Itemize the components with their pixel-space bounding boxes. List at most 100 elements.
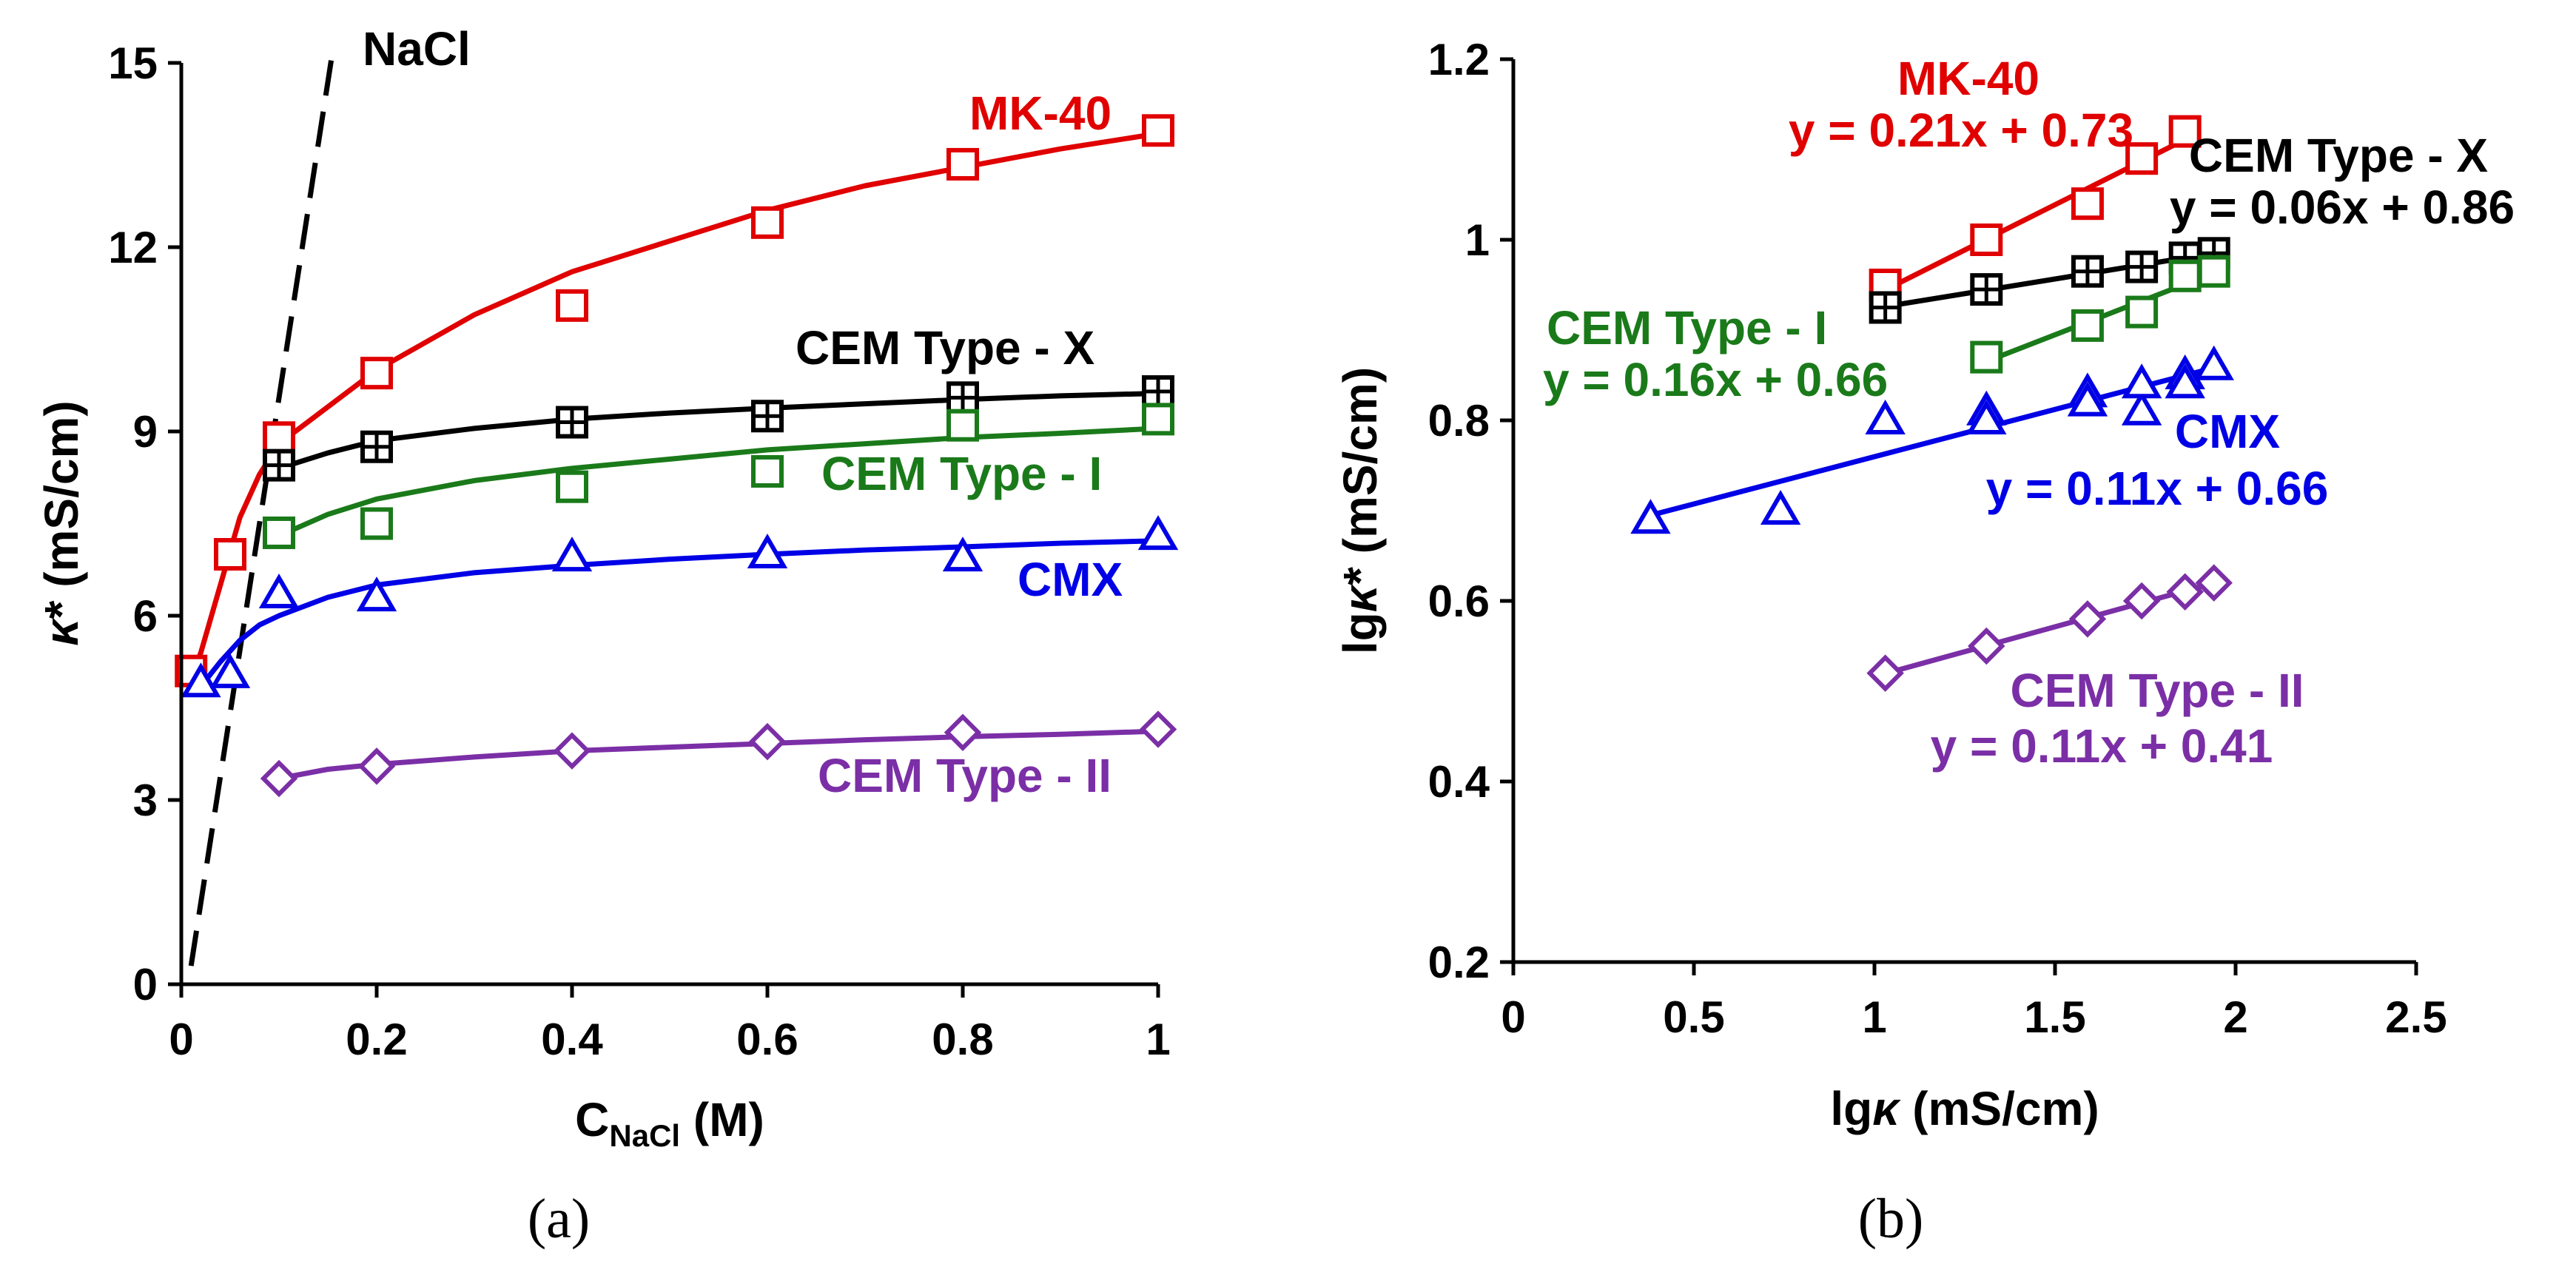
panel-b-point-cem-type-i xyxy=(2168,259,2202,292)
panel-b-y-tick-label: 1 xyxy=(1465,215,1490,265)
panel-b-point-cem-type-i xyxy=(2125,295,2159,329)
panel-a-point-mk-40 xyxy=(214,538,246,571)
panel-a-point-cem-type-x xyxy=(263,448,295,482)
panel-a-x-tick-label: 0.4 xyxy=(541,1015,603,1064)
panel-a-point-cmx xyxy=(258,573,300,608)
panel-a-point-cem-type-i xyxy=(263,516,295,549)
panel-a-point-cem-type-ii xyxy=(748,722,787,761)
panel-a-point-cem-type-ii xyxy=(357,747,396,785)
panel-a-point-cem-type-x xyxy=(946,381,979,414)
panel-b-fit-line-cem-type-ii xyxy=(1883,579,2221,676)
panel-b-point-cmx xyxy=(1630,499,1671,534)
label-cem-i-b: CEM Type - I xyxy=(1547,301,1827,354)
panel-a-point-cem-type-x xyxy=(751,400,784,433)
panel-b: 0 0.5 1 1.5 2 2.5 0.2 0.4 0.6 0.8 1 1.2 lgκ (mS/cm)… xyxy=(1334,35,2515,1250)
panel-a-y-tick-label: 3 xyxy=(133,776,158,825)
panel-b-point-cmx xyxy=(2067,381,2108,417)
panel-a-point-mk-40 xyxy=(360,357,393,390)
panel-b-fit-line-cmx xyxy=(1647,364,2221,518)
panel-b-point-cmx xyxy=(1760,490,1801,525)
panel-a-point-cmx xyxy=(942,537,983,572)
panel-a-fit-line-cem-type-i xyxy=(276,426,1161,539)
panel-b-y-tick-label: 0.8 xyxy=(1428,396,1490,446)
panel-b-point-cem-type-i xyxy=(1970,340,2003,374)
panel-a-axes xyxy=(179,63,1158,986)
panel-b-point-cmx xyxy=(2193,345,2234,380)
panel-b-x-tick-label: 0.5 xyxy=(1663,992,1724,1042)
panel-a-point-mk-40 xyxy=(751,206,784,239)
panel-b-y-axis-label: lgκ* (mS/cm) xyxy=(1334,367,1387,654)
panel-a-point-mk-40 xyxy=(556,289,588,322)
panel-b-point-cem-type-x xyxy=(1869,291,1902,324)
panel-a-fit-line-cmx xyxy=(198,538,1161,689)
panel-a-point-cem-type-x xyxy=(360,430,393,463)
panel-a-y-tick-label: 15 xyxy=(108,38,158,88)
panel-b-point-mk-40 xyxy=(2125,142,2159,175)
label-cem-x-b: CEM Type - X xyxy=(2189,129,2489,182)
panel-a-point-cem-type-ii xyxy=(260,759,298,798)
panel-b-point-cmx xyxy=(2121,390,2162,426)
panel-a-y-tick-label: 12 xyxy=(108,223,158,272)
panel-b-x-tick-label: 0 xyxy=(1501,992,1525,1042)
panel-b-point-cem-type-x xyxy=(2125,250,2159,283)
label-mk40-b: MK-40 xyxy=(1897,52,2039,105)
panel-b-y-tick-label: 1.2 xyxy=(1428,35,1490,84)
label-cem-ii-a: CEM Type - II xyxy=(818,749,1112,802)
panel-a-point-cem-type-ii xyxy=(553,732,591,770)
panel-a-point-cem-type-i xyxy=(751,454,784,488)
panel-a-point-cmx xyxy=(1137,515,1179,551)
panel-a-ticks: 0 0.2 0.4 0.6 0.8 1 0 3 6 9 12 15 xyxy=(108,38,1170,1064)
panel-b-caption: (b) xyxy=(1858,1188,1924,1250)
panel-a-point-cmx xyxy=(356,576,397,612)
panel-b-point-cem-type-x xyxy=(2071,255,2104,288)
panel-a-x-tick-label: 0 xyxy=(169,1015,193,1064)
label-cem-ii-b: CEM Type - II xyxy=(2010,664,2304,717)
panel-b-x-tick-label: 2.5 xyxy=(2385,992,2446,1042)
panel-b-point-cem-type-ii xyxy=(2166,573,2204,611)
panel-a-point-mk-40 xyxy=(263,421,295,454)
panel-a-point-cem-type-ii xyxy=(1139,710,1177,748)
panel-a: 0 0.2 0.4 0.6 0.8 1 0 3 6 9 12 15 CNaCl (M) κ* (mS/… xyxy=(35,22,1179,1250)
panel-b-point-cem-type-ii xyxy=(2122,582,2161,620)
panel-a-x-tick-label: 0.8 xyxy=(932,1015,993,1064)
panel-b-point-cem-type-i xyxy=(2197,255,2230,288)
panel-b-point-cem-type-ii xyxy=(1866,654,1904,692)
panel-b-point-mk-40 xyxy=(1970,223,2003,256)
label-mk40-a: MK-40 xyxy=(969,87,1112,140)
label-cmx-b: CMX xyxy=(2175,405,2281,458)
label-nacl: NaCl xyxy=(363,22,471,75)
panel-b-point-cem-type-ii xyxy=(1968,627,2005,665)
panel-b-ticks: 0 0.5 1 1.5 2 2.5 0.2 0.4 0.6 0.8 1 1.2 xyxy=(1428,35,2447,1042)
panel-b-point-cmx xyxy=(2165,363,2205,399)
panel-a-y-axis-label: κ* (mS/cm) xyxy=(35,400,88,645)
panel-b-x-tick-label: 1.5 xyxy=(2024,992,2085,1042)
panel-a-point-mk-40 xyxy=(1142,114,1174,147)
panel-a-point-cmx xyxy=(747,534,788,568)
panel-b-point-cem-type-i xyxy=(2071,309,2104,342)
panel-a-point-mk-40 xyxy=(946,147,979,181)
panel-b-y-tick-label: 0.4 xyxy=(1428,757,1490,807)
panel-a-point-cem-type-i xyxy=(946,409,979,442)
panel-b-y-tick-label: 0.6 xyxy=(1428,576,1490,626)
panel-b-point-cem-type-x xyxy=(1970,273,2003,306)
equation-cem-x-b: y = 0.06x + 0.86 xyxy=(2170,181,2515,234)
panel-b-point-cem-type-ii xyxy=(2068,600,2107,638)
label-cem-i-a: CEM Type - I xyxy=(821,447,1102,500)
panel-b-axes xyxy=(1511,59,2416,964)
label-cmx-a: CMX xyxy=(1018,553,1123,606)
panel-b-point-mk-40 xyxy=(2168,115,2202,148)
panel-a-point-cem-type-x xyxy=(556,406,588,439)
panel-a-point-cem-type-x xyxy=(1142,375,1174,409)
equation-cmx-b: y = 0.11x + 0.66 xyxy=(1986,462,2329,515)
panel-a-x-tick-label: 1 xyxy=(1146,1015,1170,1064)
panel-a-series xyxy=(175,50,1179,967)
panel-b-x-axis-label: lgκ (mS/cm) xyxy=(1830,1082,2099,1135)
panel-a-point-cem-type-i xyxy=(556,470,588,503)
panel-a-point-cem-type-i xyxy=(360,507,393,540)
panel-b-x-tick-label: 2 xyxy=(2223,992,2247,1042)
panel-a-x-tick-label: 0.6 xyxy=(736,1015,798,1064)
panel-b-point-cmx xyxy=(1966,400,2007,434)
panel-a-x-axis-label: CNaCl (M) xyxy=(575,1093,764,1153)
panel-b-y-tick-label: 0.2 xyxy=(1428,938,1490,987)
panel-b-point-mk-40 xyxy=(2071,187,2104,221)
